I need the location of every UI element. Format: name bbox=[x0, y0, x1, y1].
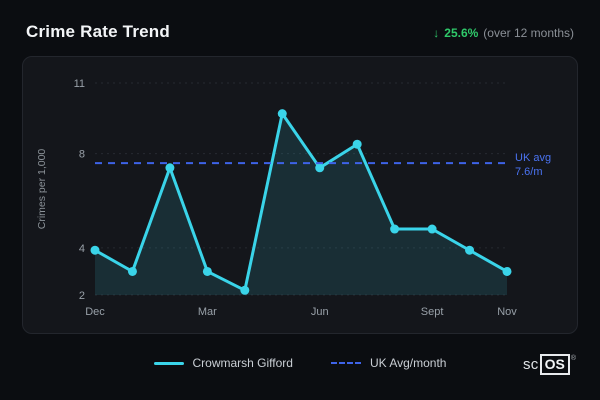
trend-delta-value: 25.6% bbox=[444, 26, 479, 40]
line-swatch-icon bbox=[153, 361, 184, 365]
trend-delta-note: (over 12 months) bbox=[483, 26, 574, 40]
trend-down-icon: ↓ bbox=[433, 26, 440, 40]
chart-card: 2 4 8 11 Dec Mar Jun Sept Nov UK avg 7.6/m Crimes p… bbox=[22, 56, 578, 334]
footer: Crowmarsh Gifford UK Avg/month sc OS ® bbox=[0, 350, 600, 386]
svg-text:Jun: Jun bbox=[311, 306, 329, 318]
header: Crime Rate Trend ↓ 25.6% (over 12 months… bbox=[0, 0, 600, 42]
legend-item-uk-avg[interactable]: UK Avg/month bbox=[330, 356, 447, 370]
svg-text:Dec: Dec bbox=[85, 306, 105, 318]
svg-text:Sept: Sept bbox=[421, 306, 444, 318]
crime-trend-chart: 2 4 8 11 Dec Mar Jun Sept Nov UK avg 7.6/m Crimes p… bbox=[36, 78, 551, 318]
svg-text:4: 4 bbox=[79, 243, 85, 255]
chart-legend: Crowmarsh Gifford UK Avg/month bbox=[0, 350, 600, 370]
legend-label: UK Avg/month bbox=[369, 356, 447, 370]
svg-text:7.6/m: 7.6/m bbox=[515, 166, 543, 178]
legend-label: Crowmarsh Gifford bbox=[192, 356, 293, 370]
dashed-line-swatch-icon bbox=[330, 362, 361, 364]
legend-item-crowmarsh[interactable]: Crowmarsh Gifford bbox=[153, 356, 293, 370]
registered-mark-icon: ® bbox=[570, 355, 576, 362]
svg-text:11: 11 bbox=[74, 78, 85, 90]
scos-logo: sc OS ® bbox=[523, 354, 576, 375]
svg-text:2: 2 bbox=[79, 290, 85, 302]
page-title: Crime Rate Trend bbox=[26, 22, 170, 41]
logo-prefix: sc bbox=[522, 356, 539, 373]
trend-summary: ↓ 25.6% (over 12 months) bbox=[433, 26, 574, 40]
svg-text:Crimes per 1,000: Crimes per 1,000 bbox=[36, 149, 48, 230]
svg-text:Nov: Nov bbox=[497, 306, 517, 318]
svg-text:UK avg: UK avg bbox=[515, 152, 551, 164]
logo-boxed-text: OS bbox=[539, 354, 570, 375]
svg-text:Mar: Mar bbox=[198, 306, 217, 318]
svg-text:8: 8 bbox=[79, 149, 85, 161]
